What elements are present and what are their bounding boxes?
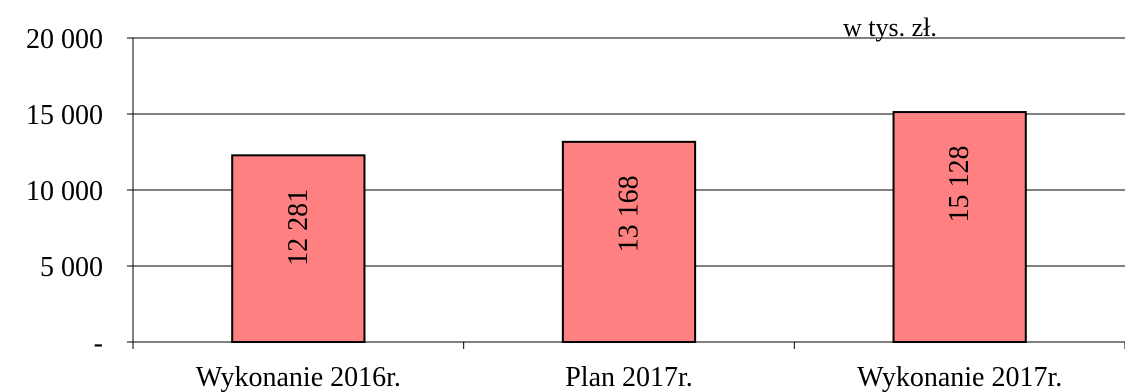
y-tick-label: 10 000 <box>26 176 103 207</box>
y-tick-label: 5 000 <box>40 252 103 283</box>
bar <box>892 111 1027 343</box>
x-tick-label: Plan 2017r. <box>565 362 693 392</box>
y-tick-label: 15 000 <box>26 100 103 131</box>
bar <box>561 140 697 343</box>
y-tick-label: 20 000 <box>26 24 103 55</box>
y-tick-labels: - 5 000 10 000 15 000 20 000 <box>26 24 103 359</box>
unit-note: w tys. zł. <box>843 13 937 42</box>
y-tick-label: - <box>94 328 103 359</box>
bar <box>231 154 366 343</box>
bar-value-labels: 12 281 13 168 15 128 <box>283 146 975 266</box>
x-tick-label: Wykonanie 2016r. <box>196 362 401 392</box>
x-tick-label: Wykonanie 2017r. <box>857 362 1062 392</box>
bar-value-label: 12 281 <box>283 189 314 266</box>
x-tick-labels: Wykonanie 2016r. Plan 2017r. Wykonanie 201… <box>196 362 1063 392</box>
bars <box>231 111 1027 343</box>
bar-value-label: 15 128 <box>944 146 975 223</box>
bar-value-label: 13 168 <box>614 175 645 252</box>
